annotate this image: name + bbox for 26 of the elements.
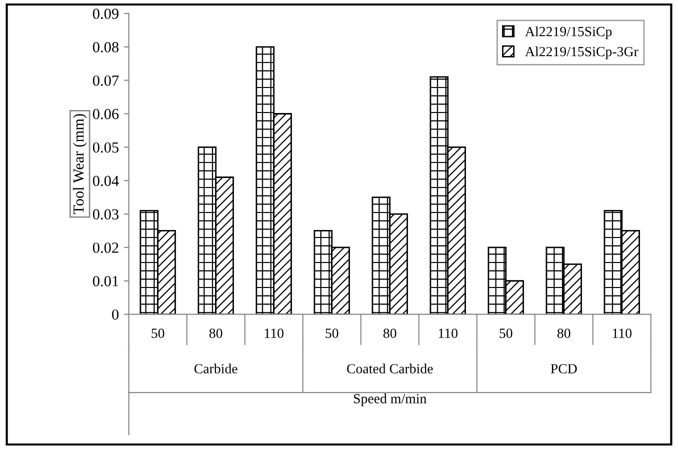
- x-tick-label: 110: [438, 328, 458, 338]
- x-tick-label: 80: [383, 328, 396, 338]
- x-tick-label: 110: [264, 328, 284, 338]
- y-tick-label: 0.06: [92, 108, 119, 120]
- legend-label: Al2219/15SiCp-3Gr: [525, 46, 638, 60]
- y-tick-label: 0.05: [92, 142, 118, 153]
- x-tick-label: 80: [557, 328, 570, 338]
- legend-label: Al2219/15SiCp: [525, 26, 612, 40]
- x-tick-label: 50: [500, 328, 512, 338]
- y-axis-title: Tool Wear (mm): [72, 114, 87, 214]
- y-tick-label: 0.03: [92, 209, 118, 220]
- y-tick-label: 0.07: [92, 75, 119, 86]
- x-axis-title: Speed m/min: [354, 394, 426, 406]
- x-tick-label: 80: [209, 328, 222, 338]
- y-tick-label: 0.01: [92, 276, 118, 286]
- text: PCD: [550, 364, 577, 374]
- y-tick-label: 0: [112, 309, 119, 320]
- x-tick-label: 110: [612, 328, 632, 338]
- y-tick-label: 0.08: [92, 42, 119, 52]
- text: Carbide: [194, 364, 238, 374]
- text: Coated Carbide: [347, 364, 433, 374]
- x-tick-label: 50: [326, 328, 338, 338]
- y-tick-label: 0.02: [92, 242, 118, 253]
- y-tick-label: 0.09: [92, 8, 118, 19]
- x-tick-label: 50: [152, 328, 164, 338]
- y-tick-label: 0.04: [92, 176, 119, 186]
